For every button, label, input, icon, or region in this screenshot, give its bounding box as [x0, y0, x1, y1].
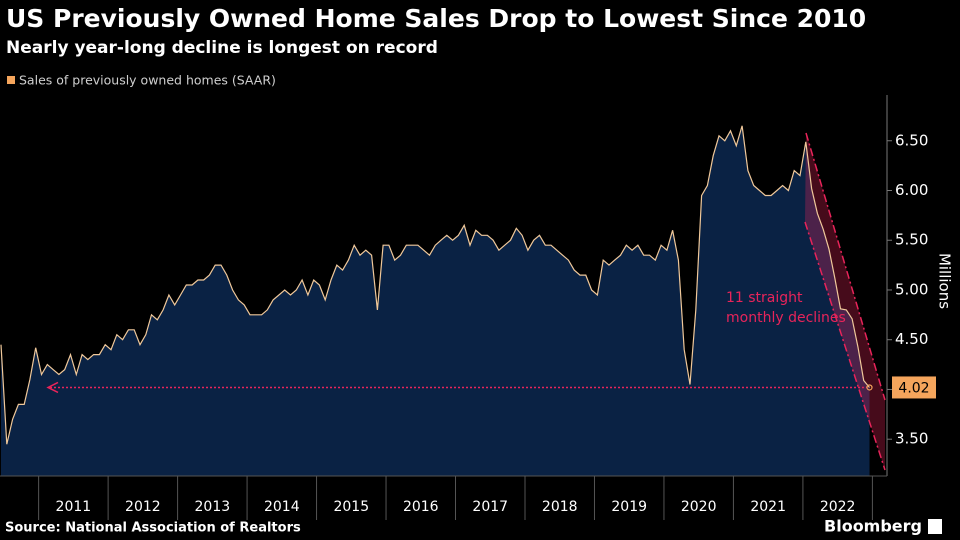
legend-swatch: [7, 76, 15, 84]
reference-arrow: [46, 381, 59, 394]
brand-icon: [928, 519, 942, 534]
x-tick-label: 2012: [125, 499, 161, 515]
annotation-line: [805, 132, 886, 401]
y-tick-label: 3.50: [895, 430, 928, 448]
source: Source: National Association of Realtors: [5, 521, 301, 536]
x-tick-label: 2014: [264, 499, 300, 515]
area: [1, 125, 870, 477]
brand: Bloomberg: [824, 517, 922, 536]
x-tick-label: 2022: [820, 499, 856, 515]
last-value-box: [892, 376, 936, 399]
y-axis-title: Millions: [936, 253, 954, 309]
legend-label: Sales of previously owned homes (SAAR): [19, 73, 276, 88]
x-tick-label: 2019: [611, 499, 647, 515]
x-tick-label: 2013: [195, 499, 231, 515]
chart-subtitle: Nearly year-long decline is longest on r…: [6, 38, 438, 58]
x-tick-label: 2016: [403, 499, 439, 515]
last-value-label: 4.02: [898, 380, 929, 396]
line: [0, 125, 870, 445]
y-tick-label: 5.00: [895, 280, 928, 298]
x-tick-label: 2018: [542, 499, 578, 515]
y-tick-label: 6.50: [895, 131, 928, 149]
annotation-text: 11 straight: [726, 290, 803, 306]
x-tick-label: 2020: [681, 499, 717, 515]
x-tick-label: 2017: [472, 499, 508, 515]
x-tick-label: 2011: [56, 499, 92, 515]
chart-title: US Previously Owned Home Sales Drop to L…: [6, 4, 866, 33]
y-tick-label: 4.50: [895, 330, 928, 348]
y-tick-label: 6.00: [895, 181, 928, 199]
annotation-wedge: [805, 133, 885, 470]
annotation-line: [804, 221, 886, 471]
x-tick-label: 2021: [750, 499, 786, 515]
x-tick-label: 2015: [333, 499, 369, 515]
last-point: [866, 384, 873, 391]
y-tick-label: 5.50: [895, 231, 928, 249]
annotation-text: monthly declines: [726, 310, 846, 326]
